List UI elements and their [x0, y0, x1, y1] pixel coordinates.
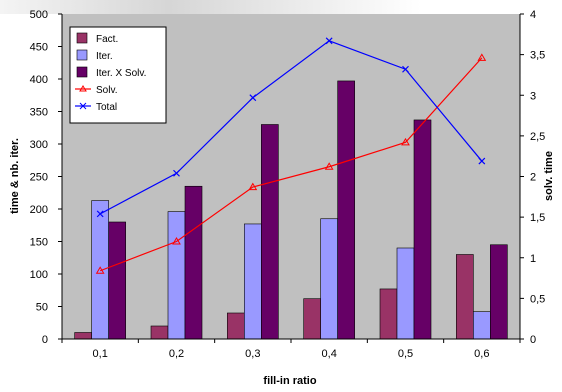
point-solv--4	[324, 162, 334, 170]
right-tick-label: 2,5	[530, 131, 545, 143]
left-tick-label: 250	[30, 172, 48, 184]
x-tick-label: 0,4	[322, 348, 337, 360]
right-tick-label: 2	[530, 172, 536, 184]
legend: Fact. Iter. Iter. X Solv. Solv. Total	[69, 26, 167, 124]
left-tick-label: 300	[30, 139, 48, 151]
legend-marker-solv	[79, 85, 87, 92]
left-tick-label: 0	[42, 334, 48, 346]
right-y-axis-title: solv. time	[543, 151, 555, 201]
x-tick-label: 0,2	[169, 348, 184, 360]
point-total-4	[325, 37, 333, 45]
bar-iter-5	[396, 247, 415, 340]
line-total	[99, 40, 483, 215]
legend-marker-total	[79, 102, 87, 110]
top-decorative-bar	[0, 0, 562, 14]
x-tick-label: 0,6	[474, 348, 489, 360]
bar-fact-1	[74, 332, 92, 340]
right-tick-label: 0,5	[530, 293, 545, 305]
right-tick-label: 0	[530, 334, 536, 346]
right-tick-label: 1,5	[530, 212, 545, 224]
x-tick-label: 0,1	[93, 348, 108, 360]
point-solv--1	[95, 266, 105, 274]
point-solv--5	[401, 137, 410, 146]
legend-label-total: Total	[96, 102, 117, 113]
left-tick-label: 350	[30, 107, 48, 119]
left-tick-label: 50	[36, 302, 48, 314]
bar-fact-6	[456, 254, 474, 340]
right-tick-label: 4	[530, 9, 536, 21]
x-axis-title: fill-in ratio	[263, 375, 316, 387]
bar-iter-x-solv-1	[108, 221, 126, 340]
left-tick-label: 200	[30, 204, 48, 216]
bar-fact-4	[303, 298, 321, 340]
bar-iter-x-solv-6	[490, 244, 508, 340]
bar-iter-3	[244, 223, 262, 340]
point-solv--6	[477, 53, 487, 61]
point-total-1	[96, 210, 104, 218]
bar-iter-6	[473, 311, 491, 340]
point-solv--3	[248, 182, 258, 191]
bar-iter-4	[320, 218, 338, 340]
left-y-axis-title: time & nb. iter.	[9, 138, 21, 214]
legend-label-iter: Iter.	[96, 51, 113, 62]
legend-swatch-iter	[76, 49, 88, 61]
legend-swatch-iter-x-solv	[76, 66, 88, 78]
point-solv--2	[172, 237, 181, 245]
point-total-3	[249, 94, 257, 102]
right-tick-label: 3	[530, 90, 536, 102]
x-tick-label: 0,3	[245, 348, 260, 360]
point-total-2	[173, 169, 180, 177]
point-total-6	[478, 157, 486, 165]
left-tick-label: 500	[30, 9, 48, 21]
legend-label-iter-x-solv: Iter. X Solv.	[96, 68, 146, 79]
legend-swatch-fact	[76, 32, 88, 44]
left-tick-label: 100	[30, 269, 48, 281]
bar-iter-1	[91, 200, 109, 340]
line-solv-	[99, 57, 483, 272]
x-tick-label: 0,5	[398, 348, 413, 360]
bar-iter-x-solv-3	[261, 124, 279, 340]
left-tick-label: 450	[30, 42, 48, 54]
bar-iter-x-solv-5	[413, 119, 432, 340]
bar-fact-5	[379, 288, 398, 340]
bar-fact-3	[227, 312, 245, 340]
bar-iter-x-solv-4	[337, 80, 355, 340]
right-tick-label: 1	[530, 253, 536, 265]
right-tick-label: 3,5	[530, 50, 545, 62]
bar-iter-x-solv-2	[184, 185, 203, 340]
left-tick-label: 400	[30, 74, 48, 86]
bar-iter-2	[167, 211, 186, 340]
point-total-5	[402, 65, 409, 73]
legend-label-solv: Solv.	[96, 85, 118, 96]
bar-fact-2	[150, 325, 169, 340]
left-tick-label: 150	[30, 237, 48, 249]
legend-label-fact: Fact.	[96, 34, 118, 45]
